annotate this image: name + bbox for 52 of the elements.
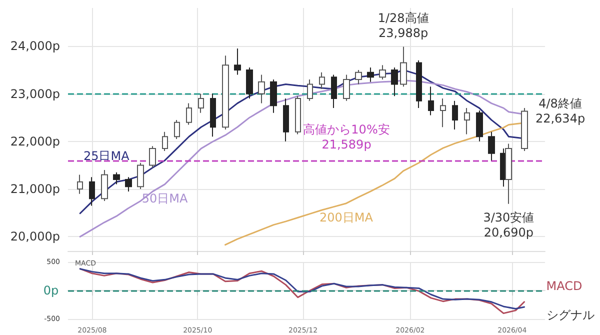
candlestick — [222, 55, 229, 130]
candlestick — [234, 48, 241, 76]
candlestick — [391, 67, 398, 97]
candlestick — [149, 146, 156, 168]
candlestick — [113, 172, 120, 185]
candlestick — [521, 108, 528, 152]
candlestick — [440, 98, 446, 128]
candlestick — [343, 74, 350, 102]
candlestick — [125, 176, 132, 192]
y-tick-label: 21,000p — [10, 182, 60, 196]
candlestick — [77, 174, 83, 194]
candlestick — [464, 108, 470, 135]
annotation: 3/30安値 20,690p — [483, 210, 534, 240]
y-tick-label: 20,000p — [10, 230, 60, 244]
candlestick — [416, 60, 422, 109]
candlestick — [488, 131, 495, 161]
candlestick — [186, 102, 192, 126]
candlestick — [89, 176, 95, 206]
candlestick — [428, 86, 434, 116]
candlestick — [270, 78, 277, 114]
series-label: シグナル — [546, 308, 594, 322]
series-label: MACD — [546, 278, 582, 293]
series-label: 50日MA — [142, 191, 188, 206]
y-tick-label: 24,000p — [10, 39, 60, 54]
candlestick — [367, 67, 374, 82]
annotation: 1/28高値 23,988p — [378, 11, 429, 40]
candlestick — [355, 69, 362, 85]
candlestick — [258, 74, 265, 104]
candlestick — [476, 110, 483, 142]
candlestick — [283, 98, 289, 142]
annotation: 4/8終値 22,634p — [535, 96, 586, 126]
ref-line-label: 0p — [43, 284, 59, 298]
candlestick — [174, 119, 180, 140]
series-label: 200日MA — [320, 210, 374, 224]
candlestick — [295, 96, 301, 135]
candlestick — [319, 72, 325, 90]
ref-line-label: 高値から10%安 21,589p — [303, 122, 390, 152]
candlestick — [452, 100, 458, 130]
candlestick — [331, 74, 337, 109]
series-label: 25日MA — [83, 148, 130, 163]
candlestick — [246, 67, 253, 100]
candlestick — [137, 162, 144, 190]
candlestick — [505, 143, 512, 204]
candlestick — [379, 64, 386, 80]
candlestick — [198, 93, 204, 114]
candlestick — [400, 46, 407, 88]
candlestick — [101, 170, 108, 202]
y-tick-label: 22,000p — [10, 134, 60, 148]
candlestick — [307, 78, 313, 102]
candlestick — [162, 131, 168, 152]
candlestick — [210, 93, 216, 138]
y-tick-label: 23,000p — [10, 86, 60, 101]
